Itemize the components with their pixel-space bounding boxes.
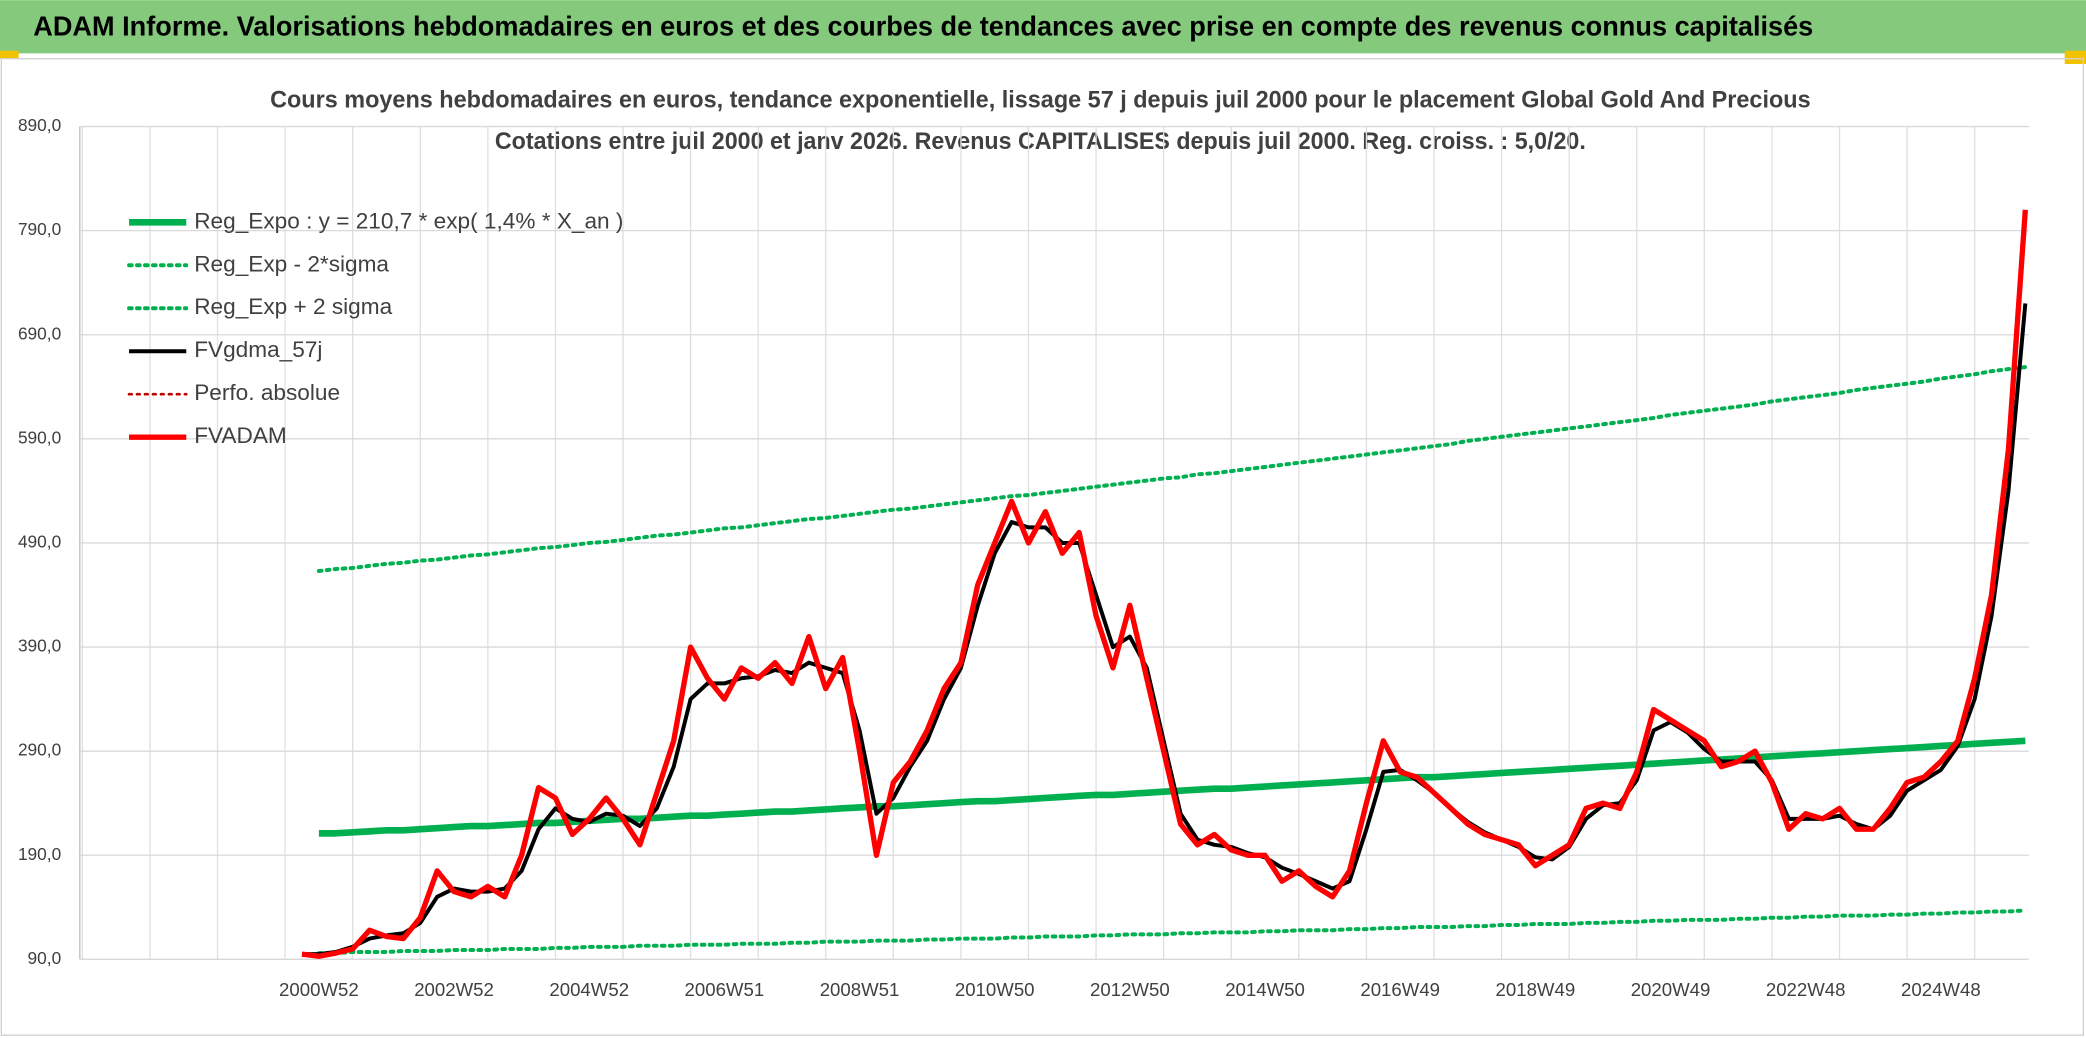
y-tick-label: 390,0	[18, 636, 61, 656]
series-line	[301, 209, 2028, 959]
x-tick-label: 2012W50	[1090, 979, 1170, 1000]
series-line	[316, 908, 2028, 956]
panel-border	[0, 58, 2085, 1036]
x-tick-label: 2002W52	[414, 979, 494, 1000]
legend-label: Reg_Exp + 2 sigma	[194, 294, 392, 319]
x-tick-label: 2024W48	[1901, 979, 1981, 1000]
corner	[2064, 50, 2086, 65]
legend-label: FVADAM	[194, 423, 287, 448]
x-tick-label: 2020W49	[1631, 979, 1711, 1000]
y-tick-label: 490,0	[18, 532, 61, 552]
x-tick-label: 2016W49	[1360, 979, 1440, 1000]
x-tick-label: 2018W49	[1496, 979, 1576, 1000]
grid: 90,0 190,0 290,0 390,0 490,0 590,0 690,0 790,0 8…	[18, 115, 2029, 1000]
legend-label: FVgdma_57j	[194, 337, 322, 362]
corner	[0, 50, 19, 59]
chart-subtitle: Cotations entre juil 2000 et janv 2026. …	[495, 128, 1586, 155]
x-tick-label: 2014W50	[1225, 979, 1305, 1000]
legend-label: Perfo. absolue	[194, 380, 340, 405]
y-tick-label: 790,0	[18, 219, 61, 239]
series-line	[316, 365, 2028, 574]
legend-label: Reg_Exp - 2*sigma	[194, 251, 389, 276]
x-tick-label: 2022W48	[1766, 979, 1846, 1000]
header-title: ADAM Informe. Valorisations hebdomadaire…	[33, 10, 1813, 41]
legend-label: Reg_Expo : y = 210,7 * exp( 1,4% * X_an …	[194, 208, 623, 233]
legend: Reg_Expo : y = 210,7 * exp( 1,4% * X_an …	[127, 208, 623, 448]
y-tick-label: 290,0	[18, 740, 61, 760]
y-tick-label: 590,0	[18, 427, 61, 447]
x-tick-label: 2006W51	[685, 979, 765, 1000]
y-tick-label: 690,0	[18, 323, 61, 343]
x-tick-label: 2000W52	[279, 979, 359, 1000]
y-tick-label: 90,0	[28, 948, 62, 968]
y-tick-label: 890,0	[18, 115, 61, 135]
header-bar	[0, 0, 2086, 54]
chart-title: Cours moyens hebdomadaires en euros, ten…	[270, 87, 1811, 114]
x-tick-label: 2004W52	[549, 979, 629, 1000]
x-tick-label: 2008W51	[820, 979, 900, 1000]
x-tick-label: 2010W50	[955, 979, 1035, 1000]
plot	[301, 209, 2028, 959]
y-tick-label: 190,0	[18, 844, 61, 864]
